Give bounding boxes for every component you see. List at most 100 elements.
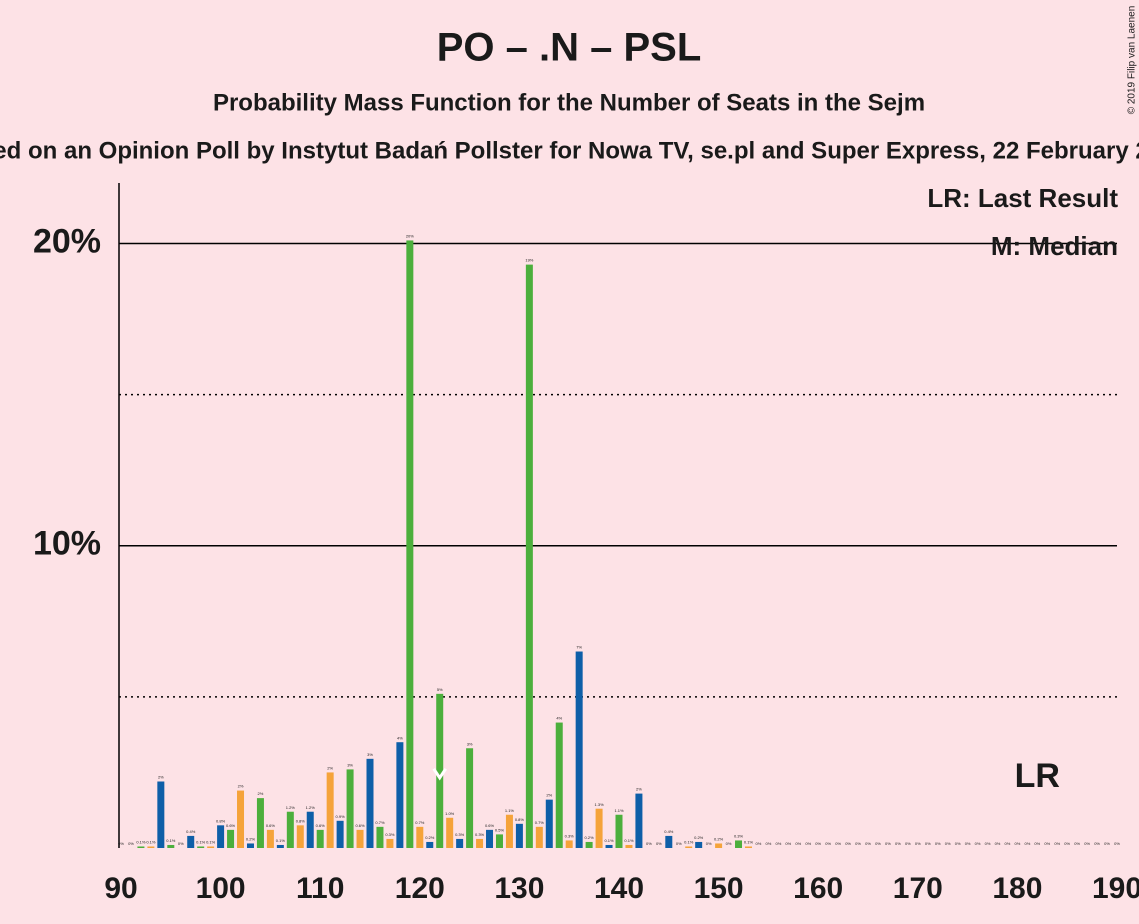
x-tick-label: 160 bbox=[793, 872, 843, 905]
value-label: 0% bbox=[935, 841, 941, 846]
value-label: 0% bbox=[766, 841, 772, 846]
bar bbox=[366, 758, 374, 848]
bar bbox=[386, 838, 394, 848]
bar bbox=[685, 846, 693, 848]
bar bbox=[595, 808, 603, 848]
value-label: 0.1% bbox=[624, 838, 634, 843]
value-label: 0% bbox=[706, 841, 712, 846]
value-label: 0% bbox=[805, 841, 811, 846]
x-tick-label: 120 bbox=[395, 872, 445, 905]
value-label: 0.4% bbox=[664, 829, 674, 834]
value-label: 0.6% bbox=[266, 823, 276, 828]
value-label: 0.3% bbox=[455, 832, 465, 837]
value-label: 0.2% bbox=[585, 835, 595, 840]
value-label: 2% bbox=[327, 765, 333, 770]
value-label: 1.0% bbox=[445, 811, 455, 816]
bar bbox=[396, 742, 404, 848]
bar bbox=[744, 846, 752, 848]
y-tick-label: 20% bbox=[33, 222, 101, 260]
value-label: 0% bbox=[985, 841, 991, 846]
value-label: 0% bbox=[955, 841, 961, 846]
chart-subtitle: Probability Mass Function for the Number… bbox=[213, 89, 925, 116]
value-label: 0% bbox=[1044, 841, 1050, 846]
copyright: © 2019 Filip van Laenen bbox=[1127, 6, 1138, 115]
bar bbox=[356, 829, 364, 848]
bar bbox=[286, 811, 294, 848]
bar bbox=[735, 840, 743, 848]
value-label: 0.8% bbox=[216, 818, 226, 823]
value-label: 0.3% bbox=[734, 834, 744, 839]
bar bbox=[555, 722, 563, 848]
value-label: 0% bbox=[128, 841, 134, 846]
value-label: 0.1% bbox=[206, 840, 216, 845]
value-label: 0% bbox=[945, 841, 951, 846]
bar bbox=[436, 693, 444, 848]
bar bbox=[585, 841, 593, 848]
value-label: 3% bbox=[367, 752, 373, 757]
bar bbox=[416, 826, 424, 848]
value-label: 0% bbox=[756, 841, 762, 846]
value-label: 2% bbox=[636, 787, 642, 792]
bar bbox=[615, 814, 623, 848]
bar bbox=[525, 264, 533, 848]
bar bbox=[237, 790, 245, 848]
value-label: 0.1% bbox=[146, 840, 156, 845]
median-marker bbox=[432, 768, 447, 781]
value-label: 0.6% bbox=[316, 823, 326, 828]
y-tick-label: 10% bbox=[33, 525, 101, 563]
value-label: 0.9% bbox=[336, 814, 346, 819]
value-label: 4% bbox=[397, 735, 403, 740]
bar bbox=[715, 843, 723, 848]
value-label: 0% bbox=[815, 841, 821, 846]
bar bbox=[246, 843, 254, 848]
bar bbox=[605, 844, 613, 848]
value-label: 0.8% bbox=[515, 817, 525, 822]
value-label: 0% bbox=[1104, 841, 1110, 846]
value-label: 0.1% bbox=[196, 840, 206, 845]
last-result-label: LR bbox=[1015, 757, 1060, 795]
bar bbox=[695, 841, 703, 848]
value-label: 0% bbox=[895, 841, 901, 846]
value-label: 0% bbox=[875, 841, 881, 846]
value-label: 0.2% bbox=[714, 837, 724, 842]
bar bbox=[545, 799, 553, 848]
bar bbox=[495, 834, 503, 848]
value-label: 0% bbox=[676, 841, 682, 846]
legend-entry: LR: Last Result bbox=[927, 183, 1118, 213]
value-label: 1.1% bbox=[505, 808, 515, 813]
value-label: 0% bbox=[1005, 841, 1011, 846]
bar bbox=[476, 838, 484, 848]
bar bbox=[306, 811, 314, 848]
value-label: 0% bbox=[1084, 841, 1090, 846]
bar bbox=[376, 826, 384, 848]
value-label: 0.1% bbox=[744, 840, 754, 845]
value-label: 19% bbox=[525, 258, 533, 263]
value-label: 0.6% bbox=[485, 823, 495, 828]
x-tick-label: 150 bbox=[694, 872, 744, 905]
value-label: 0% bbox=[855, 841, 861, 846]
value-label: 3% bbox=[467, 741, 473, 746]
bar bbox=[486, 829, 494, 848]
value-label: 2% bbox=[238, 784, 244, 789]
x-tick-label: 130 bbox=[494, 872, 544, 905]
value-label: 0% bbox=[975, 841, 981, 846]
value-label: 0% bbox=[835, 841, 841, 846]
bar bbox=[227, 829, 235, 848]
bar bbox=[157, 781, 165, 848]
bar bbox=[217, 825, 225, 848]
value-label: 0.3% bbox=[475, 832, 485, 837]
x-tick-label: 100 bbox=[196, 872, 246, 905]
bar bbox=[446, 817, 454, 848]
bar bbox=[276, 844, 284, 848]
value-label: 0.3% bbox=[385, 832, 395, 837]
value-label: 2% bbox=[258, 791, 264, 796]
value-label: 0% bbox=[1024, 841, 1030, 846]
value-label: 0% bbox=[965, 841, 971, 846]
value-label: 0% bbox=[646, 841, 652, 846]
value-label: 0% bbox=[118, 841, 124, 846]
value-label: 0.8% bbox=[296, 818, 306, 823]
value-label: 0.2% bbox=[694, 835, 704, 840]
bar bbox=[466, 748, 474, 848]
value-label: 0.4% bbox=[186, 829, 196, 834]
